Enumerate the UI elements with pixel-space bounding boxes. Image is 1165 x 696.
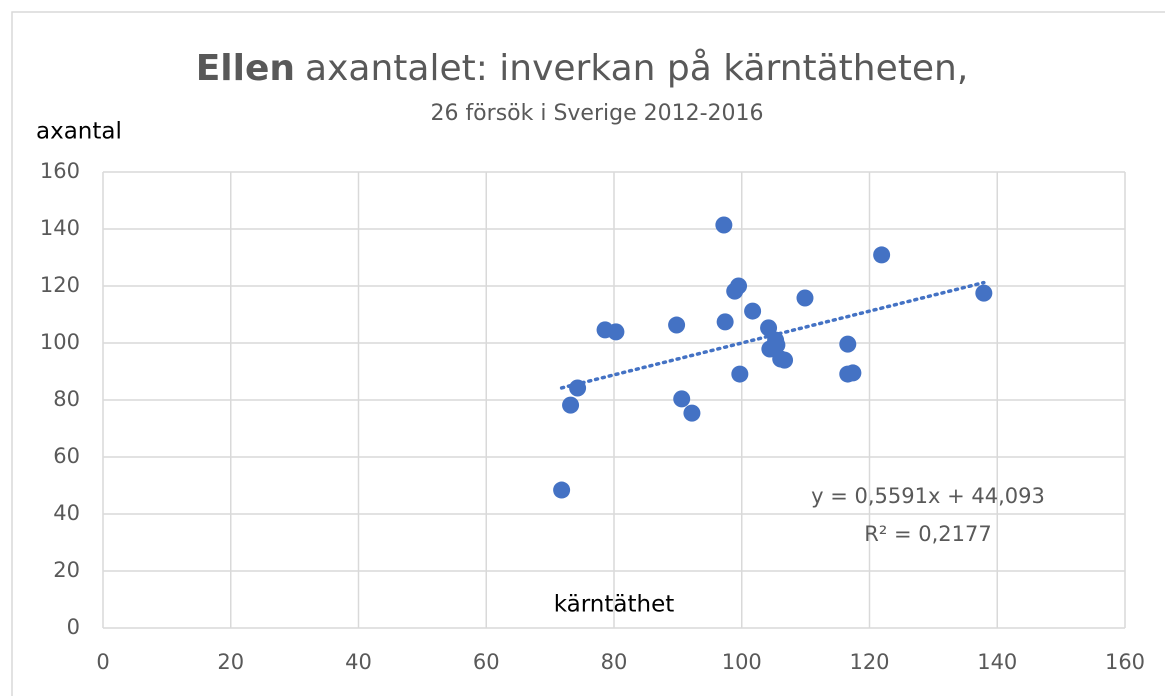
y-tick-label: 20 — [53, 558, 80, 582]
point — [673, 390, 691, 408]
x-tick-label: 0 — [96, 650, 109, 674]
point — [730, 277, 748, 295]
point — [607, 323, 625, 341]
x-tick-label: 100 — [722, 650, 762, 674]
chart-border — [11, 11, 1165, 696]
point — [768, 336, 786, 354]
point — [844, 364, 862, 382]
x-tick-label: 40 — [345, 650, 372, 674]
point — [731, 365, 749, 383]
x-tick-label: 80 — [601, 650, 628, 674]
x-tick-label: 120 — [849, 650, 889, 674]
point — [553, 481, 571, 499]
point — [796, 289, 814, 307]
point — [715, 216, 733, 234]
trend-equation: y = 0,5591x + 44,093 — [811, 484, 1045, 508]
x-tick-label: 60 — [473, 650, 500, 674]
point — [683, 404, 701, 422]
point — [975, 284, 993, 302]
trend-r2: R² = 0,2177 — [864, 522, 991, 546]
point — [716, 313, 734, 331]
point — [569, 379, 587, 397]
x-tick-label: 140 — [977, 650, 1017, 674]
y-tick-label: 40 — [53, 501, 80, 525]
point — [839, 335, 857, 353]
y-tick-label: 140 — [40, 216, 80, 240]
point — [776, 351, 794, 369]
point — [873, 246, 891, 264]
y-tick-label: 120 — [40, 273, 80, 297]
y-tick-label: 160 — [40, 159, 80, 183]
chart-subtitle: 26 försök i Sverige 2012-2016 — [430, 101, 763, 126]
y-tick-label: 100 — [40, 330, 80, 354]
y-axis-label: axantal — [36, 119, 122, 145]
point — [562, 396, 580, 414]
x-axis-label: kärntäthet — [554, 592, 675, 618]
x-tick-label: 20 — [217, 650, 244, 674]
title-rest: axantalet: inverkan på kärntätheten, — [305, 48, 968, 89]
point — [668, 316, 686, 334]
y-tick-label: 60 — [53, 444, 80, 468]
y-tick-label: 80 — [53, 387, 80, 411]
y-tick-label: 0 — [67, 615, 80, 639]
grid — [102, 171, 1126, 629]
title-bold: Ellen — [196, 48, 295, 89]
chart-title: Ellen axantalet: inverkan på kärntätheten… — [196, 48, 969, 89]
x-tick-label: 160 — [1105, 650, 1145, 674]
point — [744, 302, 762, 320]
